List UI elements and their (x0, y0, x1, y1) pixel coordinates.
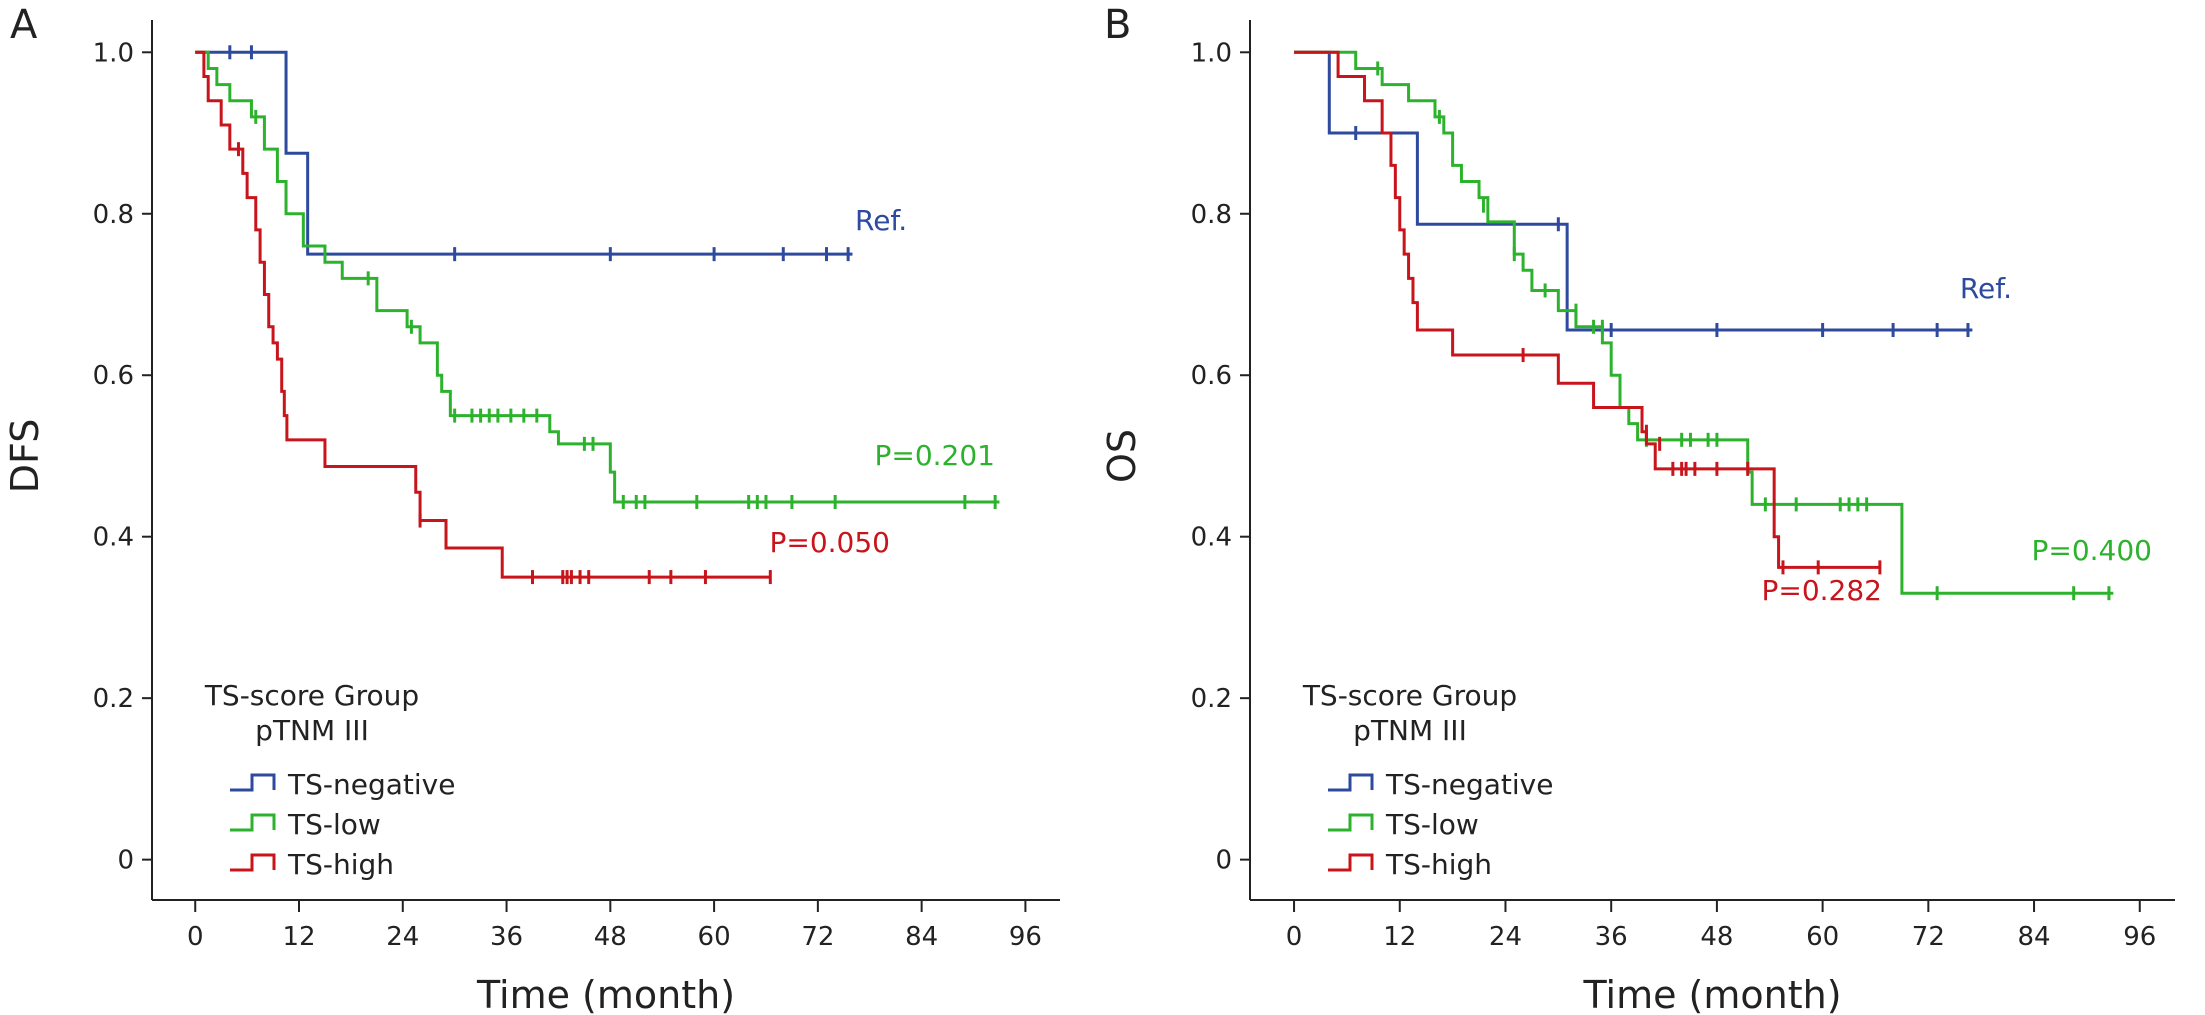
x-tick-label: 84 (2018, 922, 2051, 952)
x-tick-label: 24 (1489, 922, 1522, 952)
x-tick-label: 36 (1595, 922, 1628, 952)
y-tick-label: 0 (117, 846, 134, 876)
legend-title: TS-score Group (1302, 679, 1517, 712)
curve-annotation-ts-low: P=0.400 (2031, 534, 2152, 567)
legend-label: TS-negative (1385, 768, 1553, 801)
survival-curve-ts-high (1294, 50, 1880, 569)
x-tick-label: 0 (1286, 922, 1303, 952)
km-panel-a: A 0 0.2 0.4 0.6 0.8 1.0 0 12 24 36 48 60 72 84 96 Time (… (3, 2, 1060, 1015)
x-tick-label: 48 (594, 922, 627, 952)
survival-curve-ts-negative (195, 50, 853, 256)
y-tick-label: 0.8 (93, 200, 134, 230)
legend-subtitle: pTNM III (1353, 714, 1467, 747)
x-axis-title: Time (month) (1582, 973, 1841, 1015)
x-tick-label: 12 (1383, 922, 1416, 952)
legend-subtitle: pTNM III (255, 714, 369, 747)
y-tick-label: 0.6 (1191, 361, 1232, 391)
panel-letter: A (10, 2, 38, 48)
y-tick-label: 1.0 (93, 38, 134, 68)
x-tick-label: 12 (282, 922, 315, 952)
x-tick-label: 36 (490, 922, 523, 952)
km-panel-b: B 0 0.2 0.4 0.6 0.8 1.0 0 12 24 36 48 60 72 84 96 Time (… (1100, 2, 2175, 1015)
x-tick-label: 48 (1700, 922, 1733, 952)
x-tick-label: 24 (386, 922, 419, 952)
panel-letter: B (1104, 2, 1131, 48)
y-tick-label: 0.2 (1191, 684, 1232, 714)
y-tick-label: 0 (1215, 846, 1232, 876)
legend-swatch-ts-low (1328, 813, 1374, 832)
x-axis-title: Time (month) (476, 973, 735, 1015)
y-axis-title: DFS (3, 419, 47, 494)
x-tick-label: 96 (1009, 922, 1042, 952)
curve-annotation-ts-negative: Ref. (1960, 272, 2012, 305)
legend-swatch-ts-negative (230, 773, 276, 792)
legend-label: TS-low (1385, 808, 1479, 841)
y-tick-label: 0.4 (1191, 523, 1232, 553)
legend-label: TS-high (1385, 848, 1492, 881)
x-tick-label: 84 (905, 922, 938, 952)
x-tick-label: 60 (1806, 922, 1839, 952)
y-tick-label: 0.2 (93, 684, 134, 714)
legend-swatch-ts-negative (1328, 773, 1374, 792)
y-tick-label: 0.4 (93, 523, 134, 553)
legend-label: TS-high (287, 848, 394, 881)
survival-curve-ts-low (195, 50, 1000, 504)
curve-annotation-ts-high: P=0.282 (1761, 574, 1882, 607)
survival-curve-ts-negative (1294, 50, 1973, 332)
survival-curve-ts-high (195, 50, 771, 579)
legend-swatch-ts-high (1328, 853, 1374, 872)
curve-annotation-ts-high: P=0.050 (769, 526, 890, 559)
y-tick-label: 0.8 (1191, 200, 1232, 230)
x-tick-label: 72 (1912, 922, 1945, 952)
curve-annotation-ts-negative: Ref. (855, 204, 907, 237)
legend-swatch-ts-high (230, 853, 276, 872)
x-tick-label: 72 (801, 922, 834, 952)
legend-swatch-ts-low (230, 813, 276, 832)
x-tick-label: 0 (187, 922, 204, 952)
legend-label: TS-negative (287, 768, 455, 801)
curve-annotation-ts-low: P=0.201 (874, 439, 995, 472)
y-tick-label: 1.0 (1191, 38, 1232, 68)
legend-title: TS-score Group (204, 679, 419, 712)
x-tick-label: 96 (2123, 922, 2156, 952)
survival-curve-ts-low (1294, 50, 2114, 595)
x-tick-label: 60 (698, 922, 731, 952)
y-tick-label: 0.6 (93, 361, 134, 391)
y-axis-title: OS (1100, 429, 1144, 483)
legend-label: TS-low (287, 808, 381, 841)
